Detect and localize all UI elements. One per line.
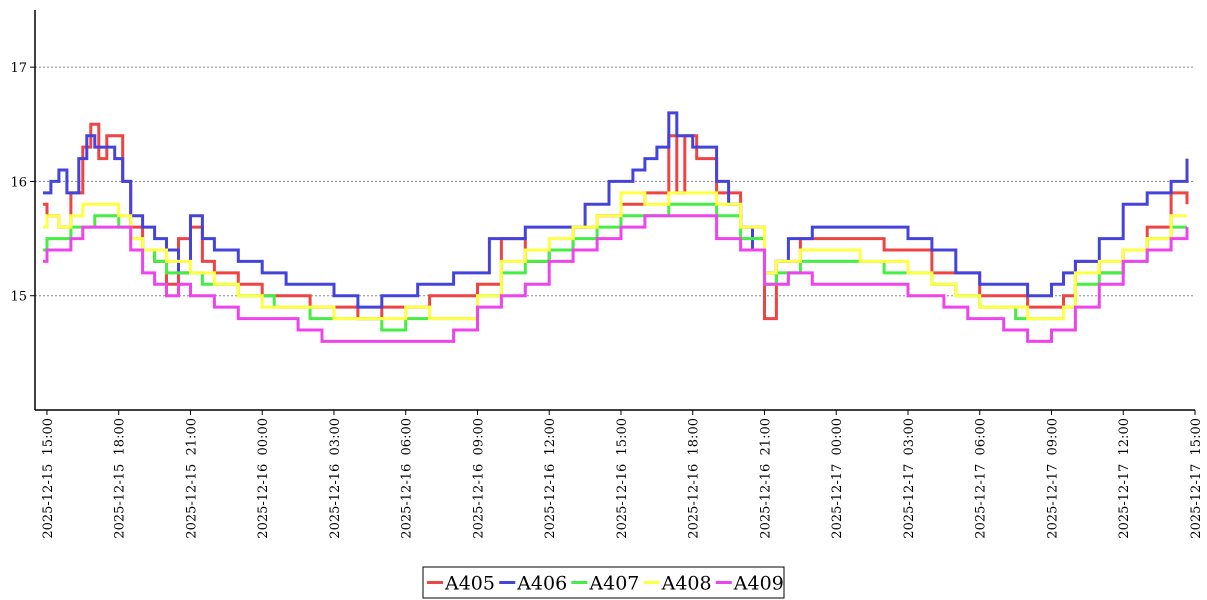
x-tick-label: 2025-12-16 12:00	[543, 418, 558, 539]
y-tick-label: 15	[10, 290, 27, 305]
y-tick-label: 17	[10, 61, 27, 76]
x-tick-label: 2025-12-15 15:00	[41, 418, 56, 539]
x-tick-label: 2025-12-16 06:00	[400, 418, 415, 539]
x-tick-label: 2025-12-16 09:00	[471, 418, 486, 539]
x-tick-label: 2025-12-17 06:00	[974, 418, 989, 539]
series-line-a406	[43, 111, 1189, 309]
x-tick-label: 2025-12-17 09:00	[1045, 418, 1060, 539]
x-tick-labels: 2025-12-15 15:00 2025-12-15 18:00 2025-12-…	[41, 410, 1204, 539]
x-tick-label: 2025-12-16 15:00	[615, 418, 630, 539]
axes	[34, 10, 1195, 411]
x-tick-label: 2025-12-15 21:00	[184, 418, 199, 539]
series-line-a405	[43, 122, 1189, 321]
x-tick-label: 2025-12-16 00:00	[256, 418, 271, 539]
x-tick-label: 2025-12-17 15:00	[1189, 418, 1204, 539]
series-line-a409	[43, 214, 1189, 343]
legend-label-a407: A407	[588, 573, 639, 595]
legend-label-a408: A408	[661, 573, 712, 595]
legend-label-a406: A406	[516, 573, 567, 595]
x-tick-label: 2025-12-16 21:00	[758, 418, 773, 539]
legend-label-a409: A409	[733, 573, 784, 595]
y-tick-label: 16	[10, 175, 27, 190]
x-tick-label: 2025-12-16 03:00	[328, 418, 343, 539]
x-tick-label: 2025-12-17 12:00	[1117, 418, 1132, 539]
x-tick-label: 2025-12-17 00:00	[830, 418, 845, 539]
legend-label-a405: A405	[444, 573, 495, 595]
legend: A405 A406 A407 A408 A409	[422, 566, 785, 599]
y-tick-labels: 15 16 17	[10, 61, 35, 305]
x-tick-label: 2025-12-17 03:00	[902, 418, 917, 539]
x-tick-label: 2025-12-16 18:00	[687, 418, 702, 539]
x-tick-label: 2025-12-15 18:00	[113, 418, 128, 539]
series-lines	[43, 111, 1189, 343]
